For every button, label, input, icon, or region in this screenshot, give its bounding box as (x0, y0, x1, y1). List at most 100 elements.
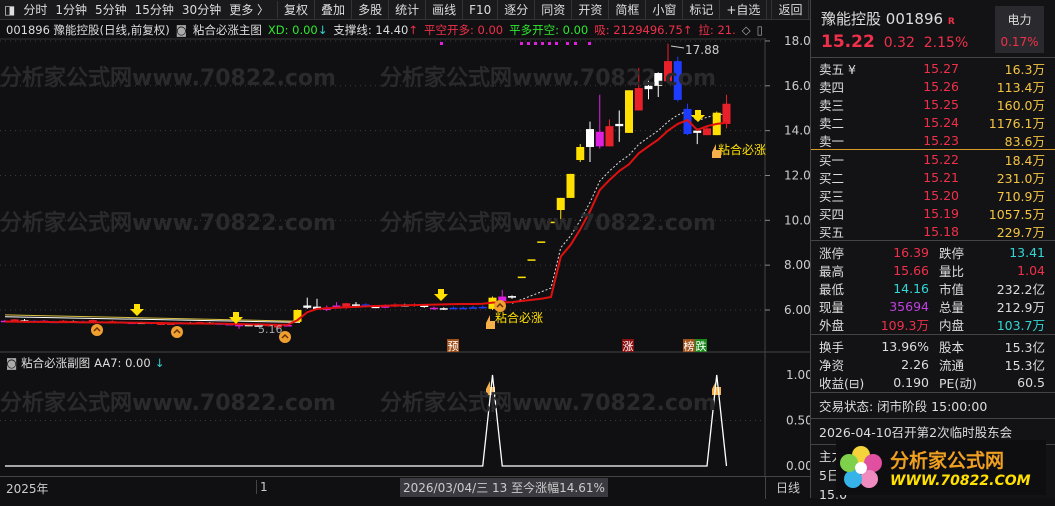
main-formula-name[interactable]: 粘合必涨主图 (192, 23, 262, 37)
stat-value: 35694 (889, 298, 929, 314)
toolbar-button-6[interactable]: 逐分 (498, 0, 536, 20)
panel-toggle-icon[interactable]: ▯ (756, 23, 763, 37)
up-signal-icon (494, 300, 506, 312)
aa7-value: AA7: 0.00 (94, 356, 151, 370)
toolbar-button-11[interactable]: 标记 (683, 0, 721, 20)
chevron-up-icon (281, 333, 289, 339)
down-arrow-icon (229, 312, 243, 324)
period-2[interactable]: 5分钟 (95, 3, 127, 17)
pre-marker: 预 (448, 340, 459, 353)
ask-row[interactable]: 卖五 ¥ 15.27 16.3万 (819, 59, 1045, 77)
bang-marker-box (683, 339, 695, 352)
period-4[interactable]: 30分钟 (181, 3, 222, 17)
ask-row[interactable]: 卖一 15.23 83.6万 (819, 131, 1045, 149)
toolbar-button-3[interactable]: 统计 (389, 0, 427, 20)
stat-value: 14.16 (893, 280, 929, 296)
toolbar-button-0[interactable]: 复权 (278, 0, 316, 20)
y-tick-label: 14.00 (784, 124, 810, 138)
y-tick-label: 10.00 (784, 213, 810, 227)
candle-body (430, 307, 438, 310)
hand-pointer-icon (712, 144, 721, 158)
pk-open-value: 平空开多: 0.00 (423, 23, 504, 37)
stat-label: 涨停 (819, 245, 845, 261)
candle-body (537, 241, 546, 243)
indicator-info-bar: 001896 豫能控股(日线,前复权) ◙ 粘合必涨主图 XD: 0.00↓ 支… (0, 21, 765, 39)
ask-row[interactable]: 卖二 15.24 1176.1万 (819, 113, 1045, 131)
stat-value: 2.26 (901, 356, 929, 372)
sub-formula-name[interactable]: 粘合必涨副图 (21, 356, 91, 370)
up-signal-icon (171, 326, 183, 338)
toolbar-button-9[interactable]: 简框 (609, 0, 647, 20)
candle-body (420, 305, 429, 308)
layout-toggle-icon[interactable]: ◨ (4, 2, 16, 17)
y-tick-label: 16.00 (784, 79, 810, 93)
candle-body (459, 307, 468, 310)
high-arrow-icon (670, 45, 685, 49)
candle-body (615, 123, 624, 127)
level-label: 卖二 (819, 115, 845, 131)
bid-row[interactable]: 买二 15.21 231.0万 (819, 168, 1045, 186)
formula-menu-icon[interactable]: ◙ (175, 23, 187, 37)
candle-body (244, 324, 253, 327)
candle-body (527, 259, 536, 261)
toolbar-button-10[interactable]: 小窗 (646, 0, 684, 20)
formula-menu-icon[interactable]: ◙ (6, 356, 18, 370)
year-label: 2025年 (6, 482, 49, 496)
stat-value: 13.41 (1009, 244, 1045, 260)
sector-box[interactable]: 电力 0.17% (995, 6, 1044, 53)
level-volume: 229.7万 (996, 224, 1045, 240)
level-label: 卖三 (819, 97, 845, 113)
ask-row[interactable]: 卖三 15.25 160.0万 (819, 95, 1045, 113)
candle-body (654, 73, 663, 86)
ask-row[interactable]: 卖四 15.26 113.4万 (819, 77, 1045, 95)
xd-value: XD: 0.00↓ (267, 23, 328, 37)
toolbar-button-1[interactable]: 叠加 (315, 0, 353, 20)
ma-white-line (4, 316, 301, 323)
pd-open-value: 平多开空: 0.00 (509, 23, 589, 37)
toolbar-button-13[interactable]: 返回 (771, 0, 810, 20)
stat-label: 跌停 (939, 245, 965, 261)
level-volume: 710.9万 (996, 188, 1045, 204)
toolbar-button-8[interactable]: 开资 (572, 0, 610, 20)
stat-label: 收益(⊟) (819, 375, 865, 391)
bid-row[interactable]: 买一 15.22 18.4万 (819, 150, 1045, 168)
level-volume: 18.4万 (1004, 152, 1045, 168)
stat-label: 总量 (939, 299, 965, 315)
bid-row[interactable]: 买四 15.19 1057.5万 (819, 204, 1045, 222)
level-price: 15.22 (923, 151, 959, 167)
toolbar-button-5[interactable]: F10 (463, 0, 499, 20)
flower-logo-icon (840, 445, 882, 488)
die-marker: 跌 (696, 339, 707, 353)
candle-body (371, 306, 380, 309)
stat-label: 最低 (819, 281, 845, 297)
level-price: 15.19 (923, 205, 959, 221)
toolbar-button-2[interactable]: 多股 (352, 0, 390, 20)
signal-dot (555, 42, 558, 45)
stat-label: 量比 (939, 263, 965, 279)
toolbar-button-4[interactable]: 画线 (426, 0, 464, 20)
period-1[interactable]: 1分钟 (55, 3, 87, 17)
period-0[interactable]: 分时 (23, 3, 48, 17)
zhang-marker-box (622, 339, 634, 352)
toolbar-button-7[interactable]: 同资 (535, 0, 573, 20)
toolbar-button-12[interactable]: +自选 (720, 0, 768, 20)
stat-value: 109.3万 (880, 317, 929, 333)
signal-dot (566, 42, 569, 45)
sub-y-tick-label: 0.50 (786, 414, 810, 428)
cursor-date-info: 2026/03/04/三 13 至今涨幅14.61% (400, 478, 608, 497)
period-5[interactable]: 更多 〉 (229, 3, 270, 17)
period-label[interactable]: 日线 (765, 477, 810, 499)
y-tick-label: 12.00 (784, 168, 810, 182)
level-price: 15.24 (923, 114, 959, 130)
bid-row[interactable]: 买五 15.18 229.7万 (819, 222, 1045, 240)
aa7-line (5, 374, 728, 467)
stat-row: 最高 15.66 量比 1.04 (819, 261, 1045, 279)
stat-row: 涨停 16.39 跌停 13.41 (819, 243, 1045, 261)
diamond-icon[interactable]: ◇ (741, 23, 751, 37)
stat-label: PE(动) (939, 375, 977, 391)
kline-chart[interactable]: 18.0016.0014.0012.0010.008.006.0017.885.… (0, 0, 810, 498)
level-volume: 1176.1万 (988, 115, 1045, 131)
bid-row[interactable]: 买三 15.20 710.9万 (819, 186, 1045, 204)
candle-body (693, 130, 702, 133)
period-3[interactable]: 15分钟 (134, 3, 174, 17)
